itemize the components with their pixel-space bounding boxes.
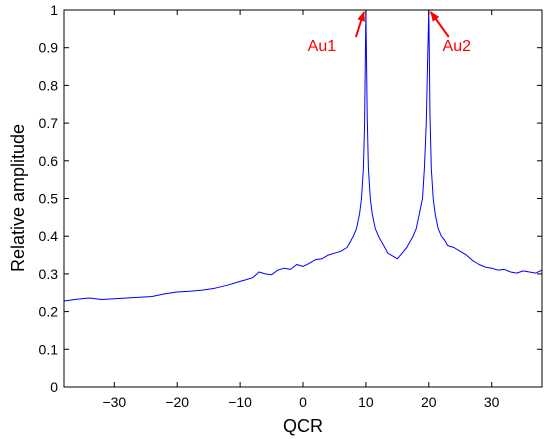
ticks-layer: −30 −20 −10 0 10 20 30 0 0.1 0.2 0.3 0.4 0.5 0.6 0.7 0.… [39, 2, 542, 410]
y-tick-label: 0.9 [39, 40, 59, 56]
annotation-arrow [354, 11, 365, 38]
y-tick-label: 0.5 [39, 191, 59, 207]
x-tick-label: 30 [484, 394, 500, 410]
y-axis-label: Relative amplitude [8, 124, 28, 272]
annotation-label: Au2 [443, 38, 472, 55]
annotation-label: Au1 [308, 38, 337, 55]
plot-frame [63, 9, 543, 388]
y-tick-label: 1 [50, 2, 58, 18]
y-tick-label: 0.3 [39, 266, 59, 282]
y-tick-label: 0.8 [39, 77, 59, 93]
y-tick-label: 0.2 [39, 304, 59, 320]
plot-area-background [64, 10, 542, 387]
annotation-arrow [429, 11, 450, 38]
x-tick-label: 20 [421, 394, 437, 410]
annotation-layer: Au1 Au2 [308, 11, 472, 55]
x-tick-label: −30 [102, 394, 126, 410]
y-tick-label: 0.1 [39, 341, 59, 357]
y-tick-label: 0.6 [39, 153, 59, 169]
x-tick-label: −20 [165, 394, 189, 410]
series-line [63, 9, 543, 302]
x-tick-label: −10 [228, 394, 252, 410]
x-tick-label: 0 [299, 394, 307, 410]
y-tick-label: 0.4 [39, 228, 59, 244]
x-tick-label: 10 [358, 394, 374, 410]
series-layer [63, 9, 543, 302]
y-tick-label: 0 [50, 379, 58, 395]
x-axis-label: QCR [283, 416, 323, 436]
y-tick-label: 0.7 [39, 115, 59, 131]
